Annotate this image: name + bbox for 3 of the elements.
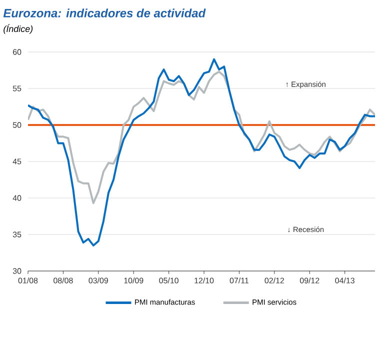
chart-title: Eurozona: indicadores de actividad [3, 8, 206, 18]
chart-subtitle: (Índice) [4, 24, 33, 34]
line-series [28, 58, 375, 246]
